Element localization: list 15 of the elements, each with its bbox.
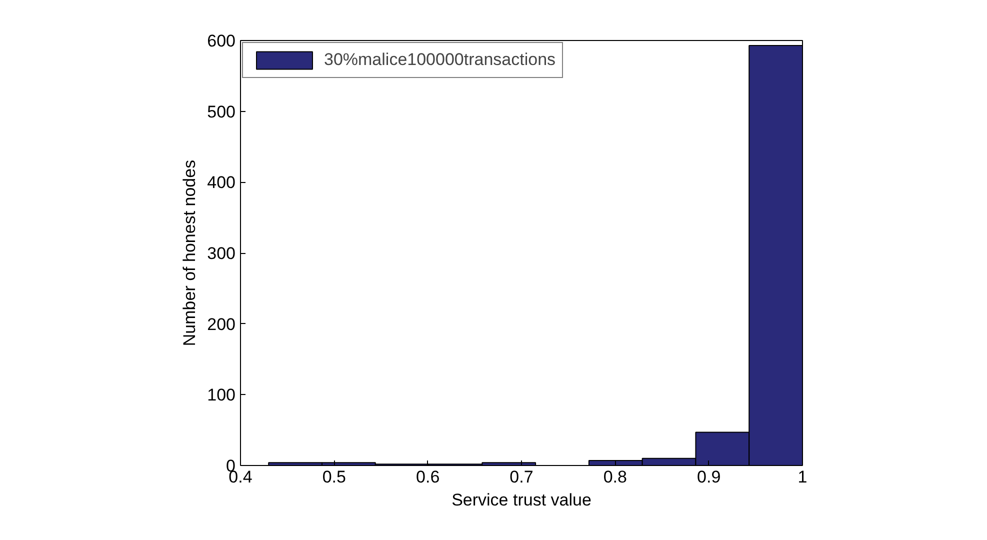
x-axis-title: Service trust value: [452, 490, 592, 510]
y-axis-title: Number of honest nodes: [180, 160, 200, 346]
legend-label: 30%malice100000transactions: [324, 50, 556, 70]
y-tick-label: 400: [207, 173, 236, 192]
x-tick-label: 0.6: [416, 468, 440, 486]
x-tick-label: 0.7: [510, 468, 534, 486]
x-tick-label: 1: [798, 468, 808, 486]
y-tick-label: 300: [207, 244, 236, 263]
x-tick-label: 0.5: [322, 468, 346, 486]
y-tick-label: 200: [207, 314, 236, 334]
y-tick-label: 500: [207, 102, 236, 122]
x-tick-label: 0.8: [603, 468, 627, 486]
x-tick-label: 0.9: [697, 468, 721, 486]
y-tick-label: 600: [207, 32, 236, 50]
y-tick-label: 100: [207, 386, 236, 405]
